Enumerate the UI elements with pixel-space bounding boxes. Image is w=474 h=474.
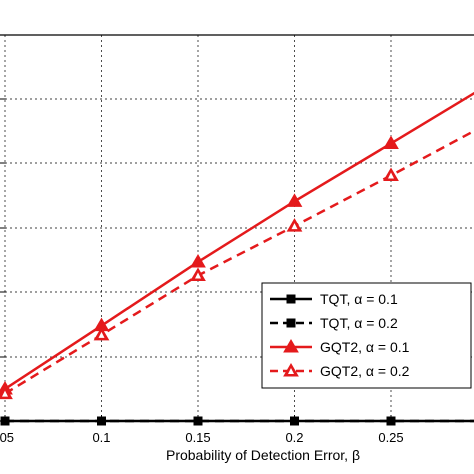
legend-item: TQT, α = 0.1	[270, 291, 398, 307]
data-point	[386, 416, 396, 426]
x-axis-label: Probability of Detection Error, β	[166, 447, 360, 463]
legend-label: TQT, α = 0.1	[320, 291, 398, 307]
data-point	[383, 135, 399, 149]
legend-label: TQT, α = 0.2	[320, 315, 398, 331]
legend-item: TQT, α = 0.2	[270, 315, 398, 331]
x-tick-label: 0.2	[285, 430, 303, 445]
x-tick-label: .05	[0, 430, 14, 445]
x-tick-label: 0.1	[92, 430, 110, 445]
series-group	[0, 91, 474, 426]
series-line	[4, 129, 474, 395]
legend-label: GQT2, α = 0.1	[320, 339, 410, 355]
series-line	[4, 91, 474, 391]
legend-swatch-marker	[286, 294, 296, 304]
data-point	[0, 416, 10, 426]
legend-item: GQT2, α = 0.1	[270, 339, 410, 355]
data-point	[286, 193, 303, 207]
data-point-inner	[195, 272, 201, 279]
data-point	[97, 416, 106, 426]
x-tick-label: 0.15	[185, 430, 210, 445]
data-point-inner	[98, 331, 105, 338]
series-2	[0, 416, 474, 426]
data-point-inner	[388, 172, 394, 179]
legend-swatch-marker	[283, 339, 299, 353]
series-4	[0, 129, 474, 400]
x-tick-label: 0.25	[378, 430, 403, 445]
data-point	[190, 253, 206, 268]
legend-swatch-marker	[286, 318, 296, 328]
data-point-inner	[2, 390, 8, 397]
legend: TQT, α = 0.1 TQT, α = 0.2 GQT2, α = 0.1 GQT…	[261, 282, 472, 389]
legend-swatch-marker-inner	[288, 368, 294, 374]
tick-labels: .05 0.1 0.15 0.2 0.25	[0, 430, 404, 445]
data-point-inner	[291, 223, 298, 230]
legend-label: GQT2, α = 0.2	[320, 363, 410, 379]
legend-item: GQT2, α = 0.2	[270, 363, 410, 379]
data-point	[290, 416, 299, 426]
data-point	[193, 416, 203, 426]
